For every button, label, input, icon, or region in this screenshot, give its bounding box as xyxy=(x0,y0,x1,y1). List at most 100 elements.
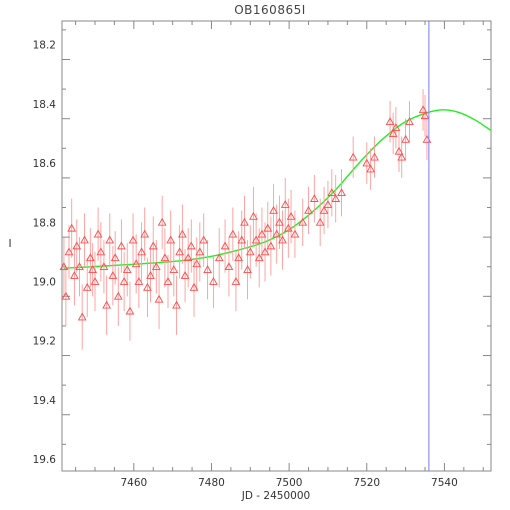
data-point xyxy=(157,217,167,226)
data-point xyxy=(203,265,212,274)
data-point xyxy=(269,205,278,214)
data-point xyxy=(186,241,196,250)
data-point xyxy=(401,134,410,143)
data-point xyxy=(298,217,308,226)
data-point xyxy=(195,247,205,256)
data-point xyxy=(180,271,190,279)
y-tick-label: 19.4 xyxy=(33,395,57,407)
data-point xyxy=(304,205,313,214)
data-point xyxy=(134,276,144,285)
data-point xyxy=(59,262,69,271)
data-point xyxy=(67,223,77,232)
data-point xyxy=(323,200,333,208)
plot-frame xyxy=(61,20,492,472)
data-point xyxy=(275,217,284,226)
chart-title: OB160865I xyxy=(234,3,306,17)
error-bars xyxy=(63,89,428,350)
data-point xyxy=(319,205,329,214)
data-point xyxy=(199,235,209,244)
x-tick-label: 7500 xyxy=(276,477,303,489)
y-axis: 18.2 18.4 18.6 18.8 19.0 19.2 19.4 19.6 xyxy=(33,29,491,466)
y-tick-label: 19.2 xyxy=(33,336,56,348)
y-tick-label: 18.8 xyxy=(33,217,56,229)
x-tick-label: 7520 xyxy=(353,477,380,489)
data-point xyxy=(151,262,161,271)
data-point xyxy=(315,217,325,226)
data-point xyxy=(362,158,372,167)
data-point xyxy=(228,229,238,238)
x-tick-label: 7460 xyxy=(120,477,147,489)
data-point xyxy=(249,211,258,220)
x-tick-label: 7540 xyxy=(431,477,458,489)
data-point xyxy=(113,291,123,300)
data-point xyxy=(251,235,261,244)
data-point xyxy=(337,188,346,197)
data-point xyxy=(117,241,126,250)
y-tick-label: 19.6 xyxy=(33,454,57,466)
data-point xyxy=(243,265,252,274)
data-point xyxy=(327,188,337,197)
data-point xyxy=(272,229,282,238)
data-point xyxy=(280,200,290,208)
data-point xyxy=(128,235,138,244)
data-point xyxy=(119,276,129,285)
data-point xyxy=(137,247,146,256)
data-point xyxy=(85,253,95,262)
data-point xyxy=(70,271,79,279)
data-point xyxy=(224,262,234,271)
data-point xyxy=(61,291,71,300)
data-point xyxy=(93,229,103,238)
data-point xyxy=(166,235,176,244)
data-point xyxy=(146,271,155,279)
data-point xyxy=(237,235,247,244)
data-point xyxy=(143,282,152,291)
data-point xyxy=(163,276,173,285)
data-point xyxy=(385,117,395,125)
y-tick-label: 18.4 xyxy=(33,99,57,111)
data-point xyxy=(99,262,109,271)
data-point xyxy=(125,306,135,315)
data-point xyxy=(260,247,270,256)
data-point xyxy=(391,123,401,131)
data-point xyxy=(257,229,267,238)
data-point xyxy=(96,247,106,256)
data-point xyxy=(189,282,199,291)
data-point xyxy=(331,194,341,202)
data-point xyxy=(172,300,181,309)
y-tick-label: 19.0 xyxy=(33,277,56,289)
data-point xyxy=(72,241,82,250)
data-point xyxy=(160,253,170,262)
data-point xyxy=(263,223,273,232)
data-point xyxy=(154,294,164,303)
data-point xyxy=(231,276,241,285)
x-axis-label: JD - 2450000 xyxy=(241,490,310,502)
data-point xyxy=(183,253,193,262)
data-point xyxy=(122,265,132,274)
data-point xyxy=(366,164,376,173)
data-point xyxy=(110,253,120,262)
x-tick-label: 7480 xyxy=(198,477,225,489)
data-point xyxy=(420,111,430,120)
data-point xyxy=(82,282,92,291)
data-point xyxy=(240,217,249,226)
data-point xyxy=(278,235,287,244)
data-point xyxy=(370,152,379,161)
data-point xyxy=(283,223,293,232)
data-point xyxy=(77,312,87,321)
data-point xyxy=(220,241,230,250)
data-point xyxy=(169,265,179,274)
data-point xyxy=(418,105,428,114)
data-point xyxy=(405,117,414,125)
data-point xyxy=(254,253,264,262)
y-tick-label: 18.2 xyxy=(33,40,56,52)
data-point xyxy=(108,271,118,279)
data-point xyxy=(105,235,115,244)
data-point xyxy=(64,247,74,256)
data-point xyxy=(88,265,98,274)
data-point xyxy=(148,241,158,250)
data-points xyxy=(59,105,432,321)
data-point xyxy=(245,247,255,256)
data-point xyxy=(90,276,100,285)
data-point xyxy=(397,152,407,161)
